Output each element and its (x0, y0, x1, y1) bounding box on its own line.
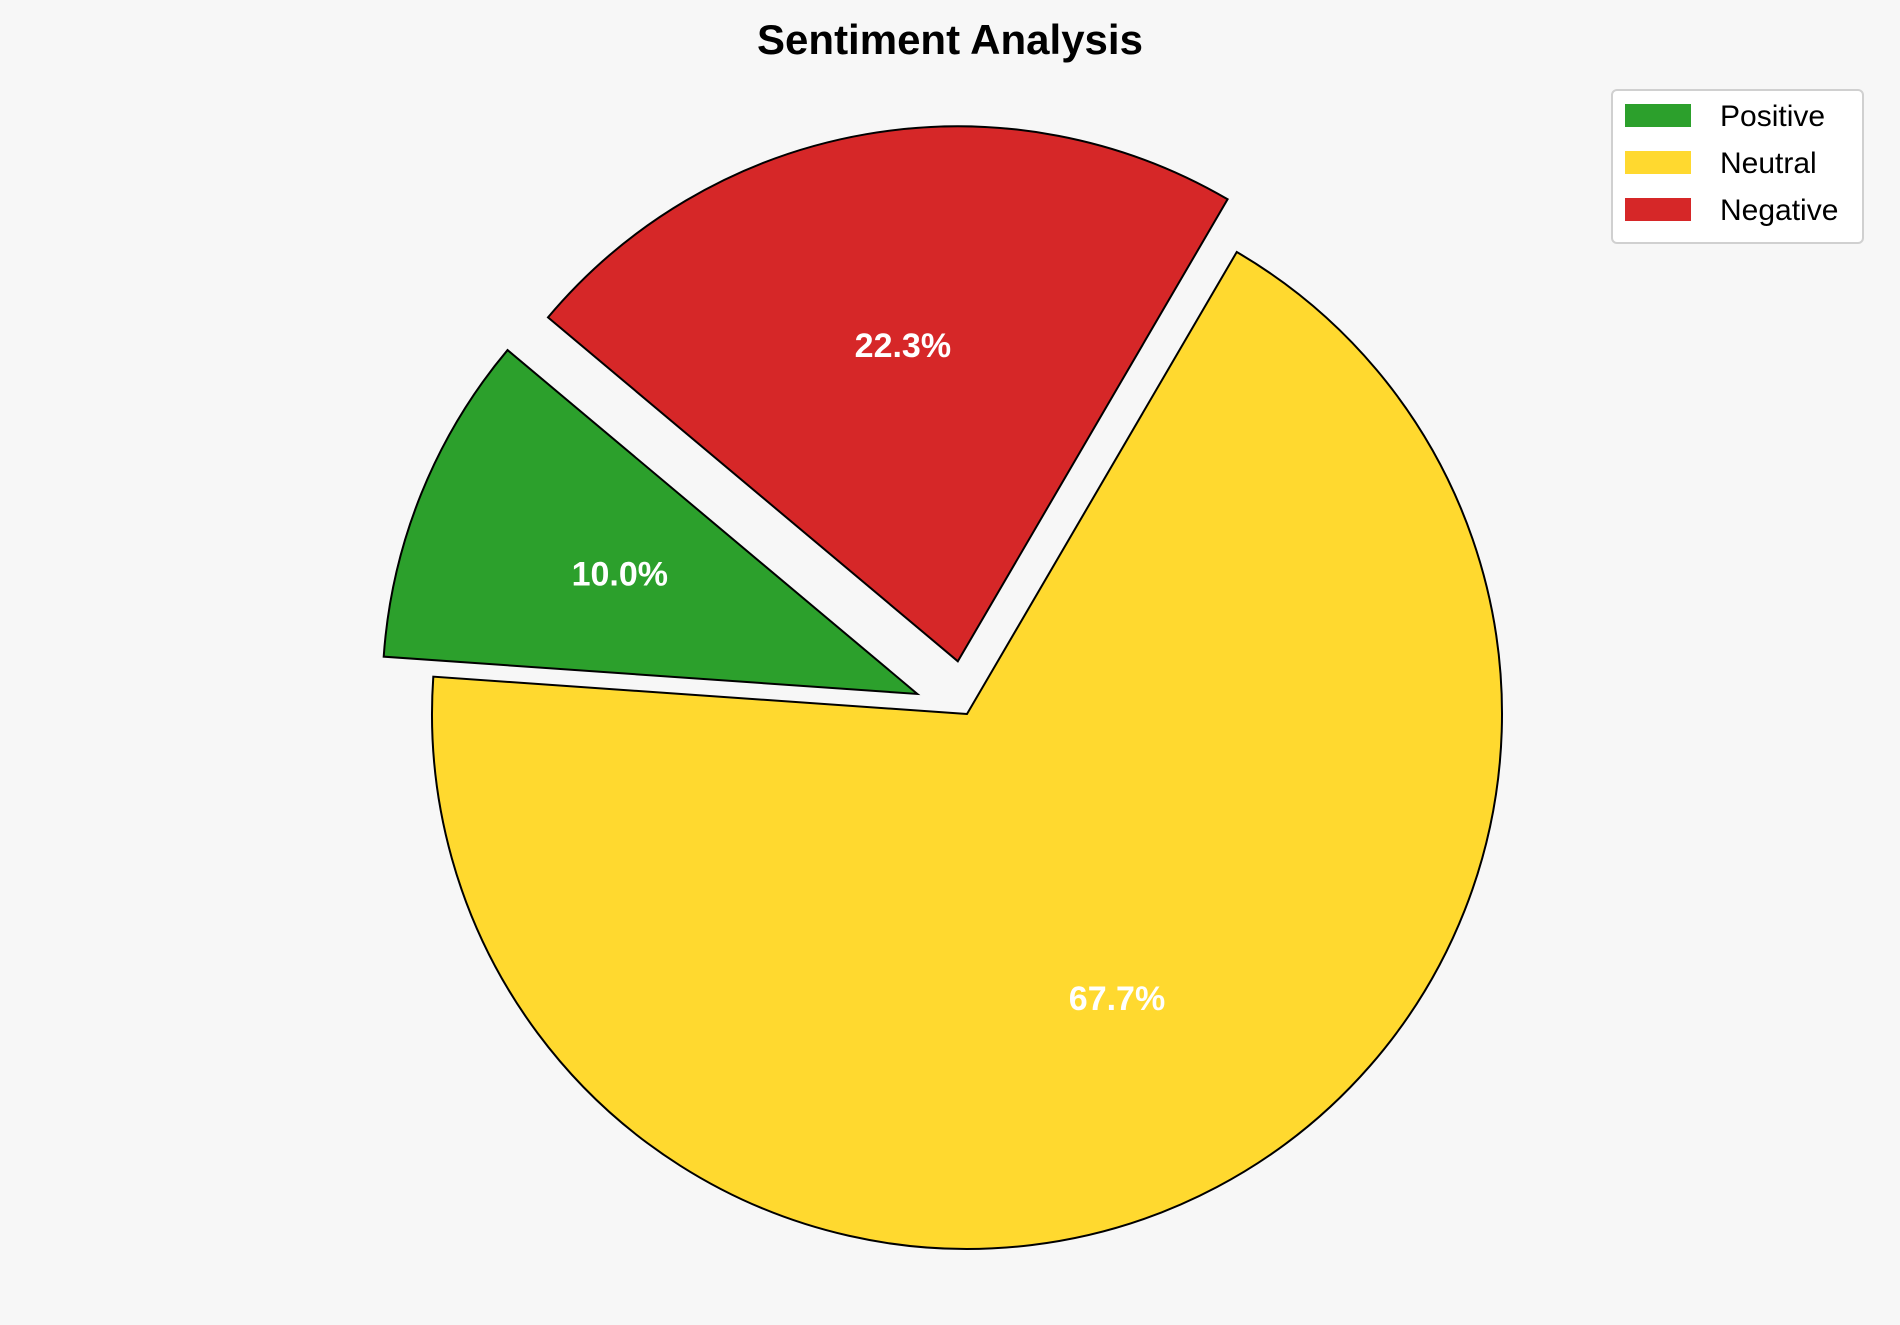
legend-swatch-negative (1625, 198, 1691, 221)
legend-label-neutral: Neutral (1720, 147, 1817, 180)
pie-slice-positive (382, 348, 921, 696)
legend-swatch-positive (1625, 104, 1691, 127)
pie-slice-negative (546, 125, 1229, 663)
legend-label-positive: Positive (1720, 100, 1825, 133)
slice-label-neutral: 67.7% (1069, 980, 1165, 1018)
legend-label-negative: Negative (1720, 194, 1838, 227)
pie-slice-neutral (431, 250, 1503, 1250)
slice-label-positive: 10.0% (572, 556, 668, 594)
legend: Positive Neutral Negative (1611, 89, 1864, 244)
legend-swatch-neutral (1625, 151, 1691, 174)
slice-label-negative: 22.3% (855, 327, 951, 365)
chart-title: Sentiment Analysis (757, 16, 1143, 63)
